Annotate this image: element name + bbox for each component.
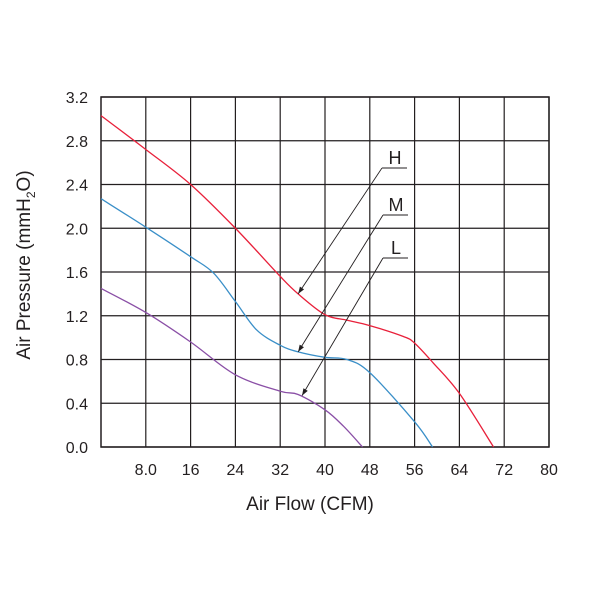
x-tick-label: 72 xyxy=(495,462,513,479)
arrowhead-icon xyxy=(298,286,305,294)
y-axis-title: Air Pressure (mmH2O) xyxy=(14,170,38,359)
x-tick-label: 80 xyxy=(540,462,558,479)
arrowhead-icon xyxy=(302,388,308,396)
series-line-H xyxy=(100,115,495,448)
annotations: H M L xyxy=(297,148,408,396)
grid xyxy=(101,96,550,448)
y-tick-label: 1.6 xyxy=(66,265,88,282)
y-tick-label: 0.4 xyxy=(66,396,88,413)
y-tick-label: 1.2 xyxy=(66,309,88,326)
x-tick-label: 16 xyxy=(182,462,200,479)
y-tick-label: 2.8 xyxy=(66,134,88,151)
y-tick-label: 2.0 xyxy=(66,221,88,238)
x-tick-label: 8.0 xyxy=(135,462,157,479)
arrowhead-icon xyxy=(298,344,304,352)
series-group xyxy=(100,115,495,448)
y-tick-label: 3.2 xyxy=(66,90,88,107)
y-axis-title-main: Air Pressure (mmH xyxy=(14,198,35,360)
y-tick-label: 0.8 xyxy=(66,353,88,370)
x-tick-label: 24 xyxy=(227,462,245,479)
x-tick-label: 64 xyxy=(451,462,469,479)
y-tick-labels: 0.0 0.4 0.8 1.2 1.6 2.0 2.4 2.8 3.2 xyxy=(66,90,88,457)
x-tick-label: 40 xyxy=(316,462,334,479)
annotation-leader-line xyxy=(297,167,383,295)
plot-frame xyxy=(100,96,550,448)
y-tick-label: 0.0 xyxy=(66,440,88,457)
x-tick-label: 48 xyxy=(361,462,379,479)
annotation-leader-line xyxy=(301,257,384,396)
y-axis-title-end: O) xyxy=(14,170,35,191)
annotation-leader-line xyxy=(297,214,384,353)
x-axis-title: Air Flow (CFM) xyxy=(246,494,374,515)
series-line-L xyxy=(100,287,363,448)
series-label-H: H xyxy=(389,148,402,168)
y-tick-label: 2.4 xyxy=(66,178,88,195)
x-tick-label: 32 xyxy=(271,462,289,479)
series-line-M xyxy=(100,198,434,448)
series-label-M: M xyxy=(389,195,404,215)
x-tick-labels: 8.0 16 24 32 40 48 56 64 72 80 xyxy=(135,462,558,479)
y-axis-title-subscript: 2 xyxy=(24,191,38,198)
series-label-L: L xyxy=(391,238,401,258)
x-tick-label: 56 xyxy=(406,462,424,479)
